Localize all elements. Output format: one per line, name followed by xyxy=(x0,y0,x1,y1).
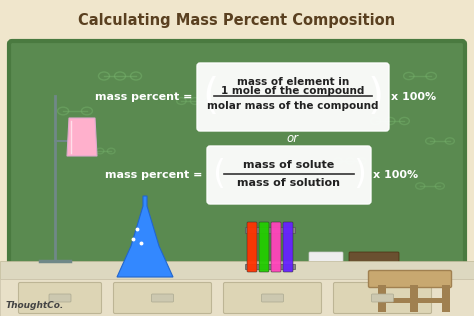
Text: mass of element in: mass of element in xyxy=(237,77,349,87)
Bar xyxy=(378,298,450,303)
Text: (: ( xyxy=(212,159,225,191)
FancyBboxPatch shape xyxy=(197,63,389,131)
Text: mass of solute: mass of solute xyxy=(243,160,335,170)
Text: ): ) xyxy=(353,159,366,191)
FancyBboxPatch shape xyxy=(152,294,173,302)
Text: mass percent =: mass percent = xyxy=(105,170,206,180)
FancyBboxPatch shape xyxy=(259,222,269,272)
Text: mass percent =: mass percent = xyxy=(95,92,196,102)
Text: (: ( xyxy=(202,76,218,118)
Bar xyxy=(0,279,474,316)
FancyBboxPatch shape xyxy=(224,283,321,313)
Bar xyxy=(245,264,295,269)
FancyBboxPatch shape xyxy=(334,283,431,313)
FancyBboxPatch shape xyxy=(368,270,452,288)
FancyBboxPatch shape xyxy=(271,222,281,272)
FancyBboxPatch shape xyxy=(372,294,393,302)
Text: x 100%: x 100% xyxy=(373,170,418,180)
Bar xyxy=(378,285,386,312)
Polygon shape xyxy=(117,196,173,277)
Bar xyxy=(410,285,418,312)
FancyBboxPatch shape xyxy=(9,41,465,267)
Text: ): ) xyxy=(368,76,384,118)
Text: 1 mole of the compound: 1 mole of the compound xyxy=(221,86,365,96)
FancyBboxPatch shape xyxy=(247,222,257,272)
FancyBboxPatch shape xyxy=(283,222,293,272)
Text: molar mass of the compound: molar mass of the compound xyxy=(207,101,379,111)
FancyBboxPatch shape xyxy=(349,252,399,263)
FancyBboxPatch shape xyxy=(309,252,343,263)
Text: ThoughtCo.: ThoughtCo. xyxy=(6,301,64,310)
Text: x 100%: x 100% xyxy=(391,92,436,102)
Text: or: or xyxy=(287,131,299,144)
FancyBboxPatch shape xyxy=(113,283,211,313)
FancyBboxPatch shape xyxy=(262,294,283,302)
Polygon shape xyxy=(67,118,97,156)
Text: mass of solution: mass of solution xyxy=(237,178,340,188)
FancyBboxPatch shape xyxy=(18,283,101,313)
FancyBboxPatch shape xyxy=(207,146,371,204)
Bar xyxy=(442,285,450,312)
Text: Calculating Mass Percent Composition: Calculating Mass Percent Composition xyxy=(78,14,396,28)
Bar xyxy=(245,227,295,233)
Bar xyxy=(0,261,474,279)
FancyBboxPatch shape xyxy=(49,294,71,302)
